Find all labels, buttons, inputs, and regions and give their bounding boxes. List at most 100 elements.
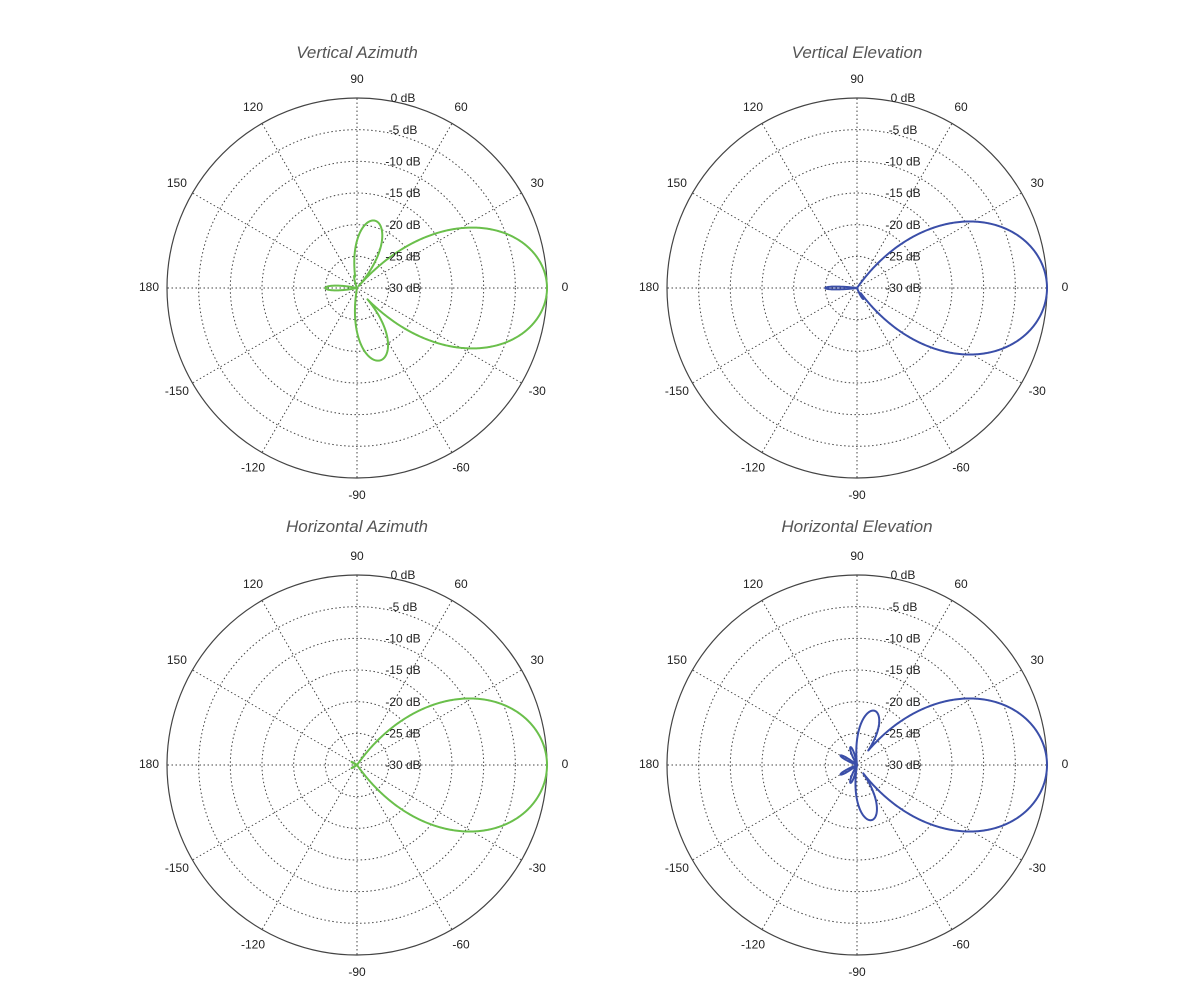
grid-ring bbox=[824, 732, 890, 798]
radial-tick-label: -25 dB bbox=[385, 727, 420, 741]
angle-tick-label: -120 bbox=[741, 937, 765, 951]
radial-tick-label: -10 dB bbox=[385, 632, 420, 646]
radial-tick-label: 0 dB bbox=[891, 91, 916, 105]
angle-tick-label: 0 bbox=[1062, 280, 1069, 294]
grid-spoke bbox=[356, 764, 453, 930]
angle-tick-label: -60 bbox=[952, 460, 970, 474]
grid-ring bbox=[729, 637, 985, 893]
polar-plot-2: Vertical Elevation 0 30 60 90 120 150 180 -150 -1… bbox=[639, 43, 1069, 502]
grid-spoke bbox=[856, 287, 1022, 384]
grid-ring bbox=[229, 160, 485, 416]
angle-tick-label: -60 bbox=[952, 937, 970, 951]
plot-title: Horizontal Elevation bbox=[781, 517, 932, 536]
plot-title: Vertical Azimuth bbox=[296, 43, 418, 62]
polar-plot-1: Vertical Azimuth 0 30 60 90 120 150 180 -150 -120… bbox=[139, 43, 569, 502]
angle-tick-label: 150 bbox=[667, 176, 687, 190]
angle-tick-label: 120 bbox=[743, 577, 763, 591]
angle-tick-label: -60 bbox=[452, 937, 470, 951]
angle-tick-label: 30 bbox=[530, 653, 544, 667]
grid-spoke bbox=[692, 192, 858, 289]
radiation-pattern-line bbox=[824, 220, 1048, 356]
angle-tick-label: 120 bbox=[243, 100, 263, 114]
grid-spoke bbox=[856, 764, 1022, 861]
plot-title: Horizontal Azimuth bbox=[286, 517, 428, 536]
grid-ring bbox=[698, 606, 1016, 924]
angle-tick-label: 0 bbox=[562, 280, 569, 294]
angle-tick-label: -150 bbox=[665, 384, 689, 398]
radial-tick-label: -30 dB bbox=[885, 281, 920, 295]
grid-ring bbox=[793, 701, 921, 829]
angle-tick-label: -120 bbox=[741, 460, 765, 474]
polar-plot-3: Horizontal Azimuth 0 30 60 90 120 150 180 -150 -1… bbox=[139, 517, 569, 979]
radial-tick-label: -5 dB bbox=[389, 600, 418, 614]
radial-tick-label: -30 dB bbox=[885, 758, 920, 772]
grid-spoke bbox=[356, 669, 522, 766]
grid-ring bbox=[198, 129, 516, 447]
radial-tick-label: -15 dB bbox=[385, 663, 420, 677]
angle-tick-label: 180 bbox=[139, 757, 159, 771]
grid-spoke bbox=[856, 287, 953, 453]
angle-tick-label: 0 bbox=[562, 757, 569, 771]
grid-spoke bbox=[261, 287, 358, 453]
angle-tick-label: 90 bbox=[850, 72, 864, 86]
angle-tick-label: -90 bbox=[848, 965, 866, 979]
grid-spoke bbox=[261, 764, 358, 930]
grid-ring bbox=[198, 606, 516, 924]
angle-tick-label: -60 bbox=[452, 460, 470, 474]
radial-tick-label: -20 dB bbox=[385, 695, 420, 709]
grid-ring bbox=[229, 637, 485, 893]
angle-tick-label: -30 bbox=[528, 384, 546, 398]
angle-tick-label: 30 bbox=[1030, 653, 1044, 667]
radial-tick-label: -10 dB bbox=[885, 155, 920, 169]
radial-tick-label: 0 dB bbox=[391, 568, 416, 582]
grid-ring bbox=[261, 669, 453, 861]
angle-tick-label: 120 bbox=[743, 100, 763, 114]
radial-tick-label: -15 dB bbox=[885, 186, 920, 200]
radial-tick-label: -25 dB bbox=[885, 250, 920, 264]
radial-tick-label: -20 dB bbox=[885, 218, 920, 232]
radial-tick-label: -10 dB bbox=[885, 632, 920, 646]
angle-tick-label: 30 bbox=[1030, 176, 1044, 190]
radial-tick-label: -20 dB bbox=[385, 218, 420, 232]
angle-tick-label: 60 bbox=[454, 577, 468, 591]
angle-tick-label: 180 bbox=[139, 280, 159, 294]
radial-tick-label: -25 dB bbox=[385, 250, 420, 264]
angle-tick-label: 120 bbox=[243, 577, 263, 591]
grid-ring bbox=[261, 192, 453, 384]
angle-tick-label: -90 bbox=[348, 488, 366, 502]
angle-tick-label: 180 bbox=[639, 757, 659, 771]
grid-spoke bbox=[856, 192, 1022, 289]
grid-spoke bbox=[692, 669, 858, 766]
grid-ring bbox=[793, 224, 921, 352]
radiation-pattern-line bbox=[839, 697, 1048, 833]
angle-tick-label: -120 bbox=[241, 460, 265, 474]
angle-tick-label: 150 bbox=[167, 653, 187, 667]
radial-tick-label: -5 dB bbox=[889, 123, 918, 137]
grid-spoke bbox=[856, 669, 1022, 766]
radial-tick-label: -10 dB bbox=[385, 155, 420, 169]
grid-ring bbox=[761, 669, 953, 861]
angle-tick-label: 90 bbox=[350, 72, 364, 86]
grid-ring bbox=[324, 255, 390, 321]
angle-tick-label: 90 bbox=[850, 549, 864, 563]
radial-tick-label: -15 dB bbox=[385, 186, 420, 200]
radial-tick-label: -5 dB bbox=[389, 123, 418, 137]
angle-tick-label: 150 bbox=[167, 176, 187, 190]
angle-tick-label: 30 bbox=[530, 176, 544, 190]
angle-tick-label: 180 bbox=[639, 280, 659, 294]
grid-spoke bbox=[192, 669, 358, 766]
radial-tick-label: -15 dB bbox=[885, 663, 920, 677]
angle-tick-label: 60 bbox=[954, 100, 968, 114]
plot-title: Vertical Elevation bbox=[792, 43, 923, 62]
angle-tick-label: -30 bbox=[1028, 384, 1046, 398]
grid-spoke bbox=[761, 764, 858, 930]
grid-spoke bbox=[192, 192, 358, 289]
grid-spoke bbox=[356, 287, 522, 384]
angle-tick-label: -150 bbox=[665, 861, 689, 875]
grid-spoke bbox=[761, 287, 858, 453]
grid-ring bbox=[293, 701, 421, 829]
angle-tick-label: -30 bbox=[528, 861, 546, 875]
angle-tick-label: -90 bbox=[348, 965, 366, 979]
polar-plot-4: Horizontal Elevation 0 30 60 90 120 150 180 -150… bbox=[639, 517, 1069, 979]
